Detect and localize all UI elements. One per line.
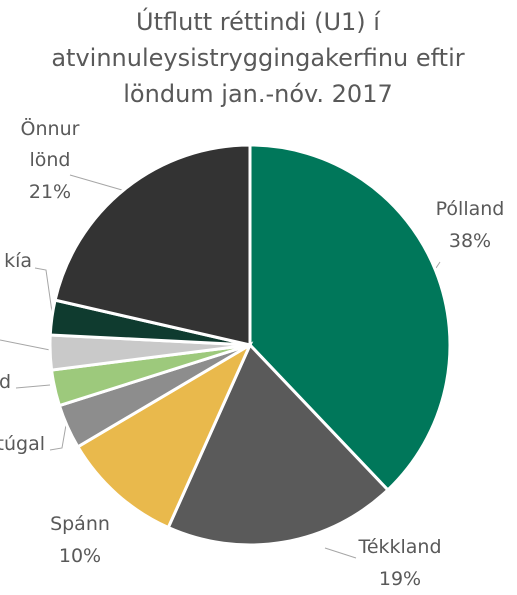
leader-line — [324, 547, 357, 559]
leader-line — [34, 267, 53, 313]
slice-label: Pólland — [436, 198, 505, 220]
chart-title: Útflutt réttindi (U1) í — [136, 6, 381, 36]
slice-label: d — [0, 371, 11, 393]
leader-lines — [0, 174, 441, 559]
leader-line — [49, 424, 67, 451]
slice-value-label: 19% — [379, 568, 421, 590]
leader-line — [0, 339, 51, 351]
slice-value-label: 21% — [29, 181, 71, 203]
leader-line — [15, 384, 51, 389]
slice-label: túgal — [0, 433, 45, 455]
leader-line — [435, 261, 441, 269]
pie-slice — [75, 341, 254, 530]
slice-label: kía — [4, 250, 32, 272]
slice-label: Spánn — [50, 513, 110, 535]
slice-label: Tékkland — [357, 536, 441, 558]
slice-value-label: 10% — [59, 545, 101, 567]
chart-title: atvinnuleysistryggingakerfinu eftir — [51, 44, 464, 72]
chart-title: löndum jan.-nóv. 2017 — [123, 80, 392, 108]
pie-slice — [166, 342, 390, 547]
pie-slice — [248, 143, 452, 493]
leader-line — [69, 174, 123, 191]
pie-slice — [53, 143, 252, 347]
slice-label: Önnur lönd — [21, 117, 80, 171]
slice-value-label: 38% — [449, 230, 491, 252]
